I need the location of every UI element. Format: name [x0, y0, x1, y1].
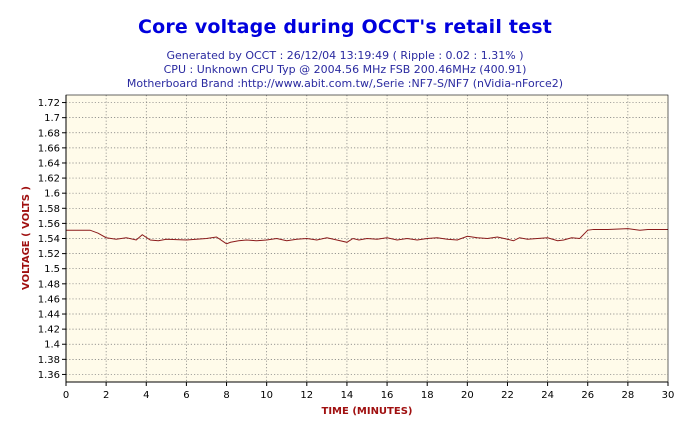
voltage-series-line	[66, 228, 668, 245]
y-tick-label: 1.68	[38, 128, 60, 139]
y-tick-label: 1.6	[44, 189, 60, 200]
y-tick-label: 1.7	[44, 113, 60, 124]
y-axis-ticks: 1.36 1.38 1.4 1.42 1.44 1.46 1.48 1.5 1.52 1.54 1.…	[38, 98, 66, 381]
y-tick-label: 1.38	[38, 355, 60, 366]
x-tick-label: 28	[621, 390, 634, 401]
gridlines	[66, 95, 668, 382]
y-tick-label: 1.62	[38, 174, 60, 185]
x-tick-label: 16	[381, 390, 394, 401]
x-tick-label: 18	[421, 390, 434, 401]
y-tick-label: 1.46	[38, 294, 60, 305]
x-tick-label: 8	[223, 390, 229, 401]
subtitle-generated: Generated by OCCT : 26/12/04 13:19:49 ( …	[166, 49, 524, 62]
x-tick-label: 2	[103, 390, 109, 401]
subtitle-motherboard: Motherboard Brand :http://www.abit.com.t…	[126, 77, 564, 90]
x-tick-label: 10	[260, 390, 273, 401]
x-tick-label: 22	[501, 390, 514, 401]
x-tick-label: 0	[63, 390, 69, 401]
y-tick-label: 1.44	[38, 310, 60, 321]
y-tick-label: 1.4	[44, 340, 60, 351]
y-tick-label: 1.42	[38, 325, 60, 336]
x-tick-label: 6	[183, 390, 189, 401]
y-axis-label: VOLTAGE ( VOLTS )	[21, 186, 32, 290]
x-tick-label: 26	[581, 390, 594, 401]
y-tick-label: 1.5	[44, 264, 60, 275]
x-axis-label: TIME (MINUTES)	[322, 406, 413, 417]
y-tick-label: 1.56	[38, 219, 60, 230]
x-tick-label: 12	[300, 390, 313, 401]
y-tick-label: 1.64	[38, 158, 60, 169]
subtitle-cpu: CPU : Unknown CPU Typ @ 2004.56 MHz FSB …	[163, 63, 527, 76]
y-tick-label: 1.66	[38, 143, 60, 154]
y-tick-label: 1.52	[38, 249, 60, 260]
x-tick-label: 24	[541, 390, 554, 401]
x-tick-label: 30	[662, 390, 675, 401]
y-tick-label: 1.58	[38, 204, 60, 215]
chart-title: Core voltage during OCCT's retail test	[137, 16, 553, 38]
x-tick-label: 4	[143, 390, 149, 401]
y-tick-label: 1.48	[38, 279, 60, 290]
y-tick-label: 1.54	[38, 234, 60, 245]
x-tick-label: 14	[341, 390, 354, 401]
y-tick-label: 1.72	[38, 98, 60, 109]
y-tick-label: 1.36	[38, 370, 60, 381]
x-tick-label: 20	[461, 390, 474, 401]
x-axis-ticks: 0 2 4 6 8 10 12 14 16 18 20 22 24 26 28 30	[63, 382, 675, 401]
